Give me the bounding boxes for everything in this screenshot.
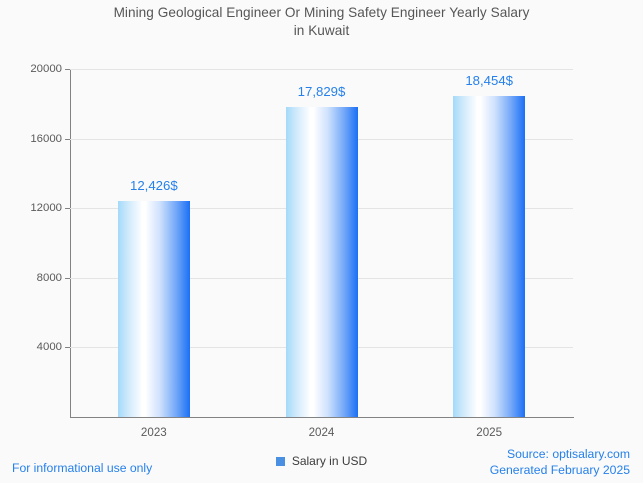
footer-source: Source: optisalary.com [506, 447, 630, 461]
y-axis-tick-mark [65, 277, 70, 279]
bar-2024[interactable] [285, 106, 358, 417]
bar-value-label-2025: 18,454$ [465, 72, 513, 88]
plot-area [70, 69, 573, 417]
x-axis-tick-label-2025: 2025 [476, 426, 503, 439]
y-axis-tick-mark [65, 69, 70, 70]
y-axis-tick-label: 16000 [30, 132, 62, 145]
y-axis-tick-mark [65, 208, 70, 210]
footer-generated-date: Generated February 2025 [489, 462, 630, 477]
bar-value-label-2024: 17,829$ [297, 83, 346, 99]
x-axis-line [70, 417, 574, 418]
legend-color-swatch-icon [275, 456, 285, 466]
y-axis-tick-mark [65, 138, 70, 140]
chart-title: Mining Geological Engineer Or Mining Saf… [113, 5, 530, 38]
y-axis-tick-label: 20000 [30, 63, 62, 75]
footer-source-block: Source: optisalary.com Generated Februar… [490, 447, 630, 478]
y-axis-tick-mark [65, 347, 70, 349]
chart-legend: Salary in USD [0, 454, 643, 468]
bar-2023[interactable] [117, 200, 190, 417]
y-axis-tick-label: 8000 [36, 271, 62, 284]
gridline [70, 69, 573, 70]
y-axis-tick-label: 4000 [36, 341, 62, 354]
bar-value-label-2023: 12,426$ [129, 177, 178, 193]
y-axis-tick-label: 12000 [30, 202, 62, 215]
bar-2025[interactable] [453, 95, 526, 417]
x-axis-tick-label-2024: 2024 [308, 426, 335, 439]
legend-item-salary-in-usd[interactable]: Salary in USD [275, 454, 368, 468]
footer-disclaimer: For informational use only [12, 461, 153, 475]
legend-item-label: Salary in USD [291, 454, 368, 468]
y-axis-line [70, 69, 71, 418]
x-axis-tick-label-2023: 2023 [140, 426, 167, 439]
y-axis-tick-labels: 4000 8000 12000 16000 20000 [0, 0, 62, 483]
